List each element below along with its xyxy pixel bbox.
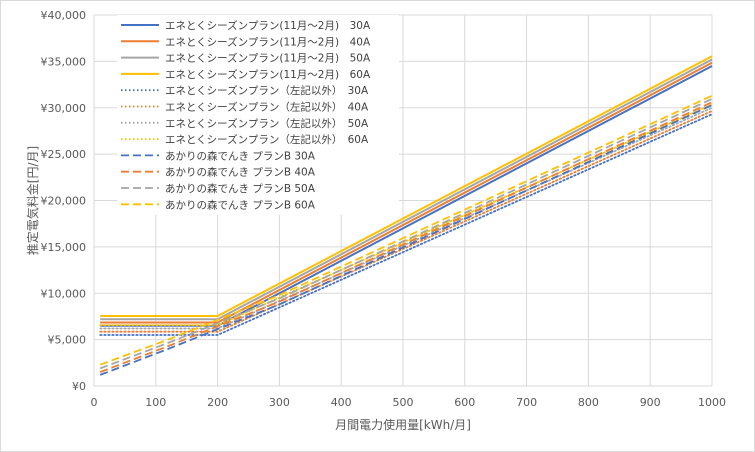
- axes: ¥0 ¥5,000 ¥10,000 ¥15,000 ¥20,000 ¥25,000 ¥30,…: [41, 9, 727, 409]
- y-tick-label: ¥25,000: [41, 148, 87, 161]
- y-tick-label: ¥15,000: [41, 241, 87, 254]
- series-line-6: [99, 110, 713, 333]
- x-tick-label: 1000: [698, 396, 726, 409]
- legend-label: エネとくシーズンプラン（左記以外） 30A: [165, 84, 369, 97]
- y-tick-label: ¥35,000: [41, 55, 87, 68]
- series-line-11: [99, 98, 713, 370]
- legend-label: あかりの森でんき プランB 40A: [165, 166, 316, 179]
- legend-label: あかりの森でんき プランB 60A: [165, 198, 316, 211]
- y-tick-label: ¥0: [72, 380, 86, 393]
- legend-label: エネとくシーズンプラン（左記以外） 50A: [165, 117, 369, 130]
- legend-label: エネとくシーズンプラン(11月～2月) 50A: [165, 52, 371, 65]
- x-tick-label: 800: [578, 396, 599, 409]
- y-tick-label: ¥10,000: [41, 287, 87, 300]
- legend-label: エネとくシーズンプラン（左記以外） 40A: [165, 101, 369, 114]
- y-tick-label: ¥30,000: [41, 102, 87, 115]
- x-tick-label: 900: [640, 396, 661, 409]
- series-lines: [99, 55, 713, 376]
- legend-label: エネとくシーズンプラン(11月～2月) 60A: [165, 68, 371, 81]
- legend-label: あかりの森でんき プランB 50A: [165, 182, 316, 195]
- x-tick-label: 100: [145, 396, 166, 409]
- series-line-10: [99, 101, 713, 373]
- y-tick-label: ¥40,000: [41, 9, 87, 22]
- legend-label: エネとくシーズンプラン（左記以外） 60A: [165, 133, 369, 146]
- legend-label: エネとくシーズンプラン(11月～2月) 40A: [165, 35, 371, 48]
- legend-label: エネとくシーズンプラン(11月～2月) 30A: [165, 19, 371, 32]
- x-tick-label: 500: [393, 396, 414, 409]
- x-tick-label: 0: [91, 396, 98, 409]
- x-tick-label: 200: [207, 396, 228, 409]
- legend: エネとくシーズンプラン(11月～2月) 30A エネとくシーズンプラン(11月～2…: [117, 15, 399, 215]
- y-axis-label: 推定電気料金[円/月]: [25, 146, 40, 255]
- y-tick-label: ¥5,000: [48, 334, 87, 347]
- y-tick-label: ¥20,000: [41, 195, 87, 208]
- series-line-9: [99, 104, 713, 376]
- legend-background: [117, 15, 399, 215]
- x-tick-label: 600: [454, 396, 475, 409]
- x-axis-label: 月間電力使用量[kWh/月]: [335, 417, 471, 432]
- series-line-5: [99, 113, 713, 336]
- x-tick-label: 300: [269, 396, 290, 409]
- series-line-12: [99, 94, 713, 366]
- series-line-4: [100, 55, 713, 317]
- x-tick-label: 700: [516, 396, 537, 409]
- x-tick-label: 400: [331, 396, 352, 409]
- legend-label: あかりの森でんき プランB 30A: [165, 149, 316, 162]
